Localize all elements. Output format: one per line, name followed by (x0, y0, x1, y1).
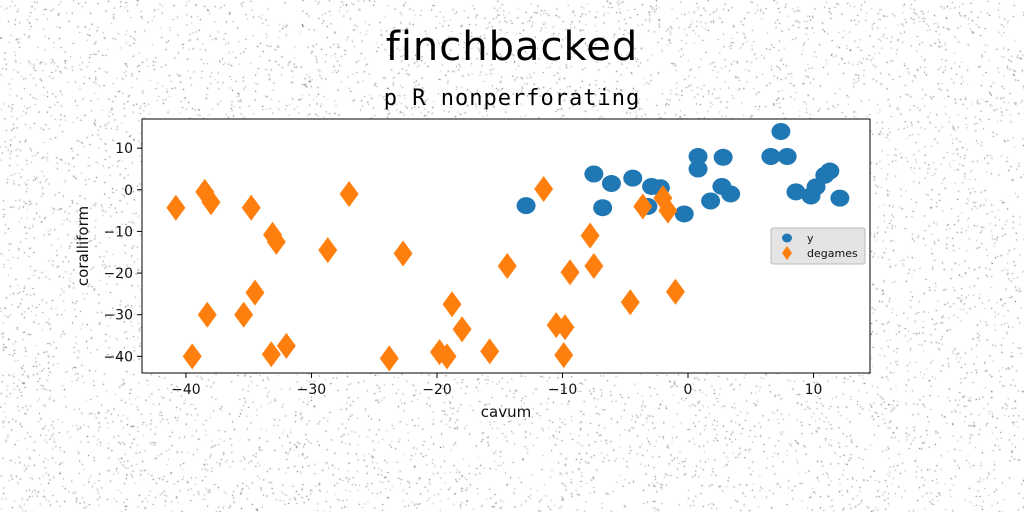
data-point (801, 187, 821, 205)
data-point (721, 185, 741, 203)
y-tick-label: 10 (115, 141, 133, 157)
data-point (234, 301, 254, 328)
data-point (554, 342, 574, 369)
series-degames (166, 175, 685, 372)
y-tick-label: 0 (124, 183, 133, 199)
legend: y degames (770, 227, 866, 265)
chart-title: finchbacked (385, 24, 639, 70)
plot-area (141, 118, 871, 374)
data-point (658, 197, 678, 224)
x-tick-label: −30 (297, 382, 327, 398)
y-tick-label: −40 (103, 349, 133, 365)
data-point (830, 189, 850, 207)
x-tick-label: −10 (548, 382, 578, 398)
data-point (480, 338, 500, 365)
data-point (555, 314, 575, 341)
y-axis-label: coralliform (74, 206, 92, 286)
x-tick-label: −40 (171, 382, 201, 398)
data-point (580, 222, 600, 249)
legend-marker (782, 246, 792, 260)
data-point (688, 160, 708, 178)
data-point (623, 169, 643, 187)
data-point (620, 289, 640, 316)
data-point (633, 193, 653, 220)
data-point (452, 316, 472, 343)
data-point (665, 278, 685, 305)
data-point (516, 197, 536, 215)
data-point (593, 199, 613, 217)
data-point (166, 194, 186, 221)
data-point (761, 147, 781, 165)
data-point (701, 192, 721, 210)
data-point (379, 345, 399, 372)
x-tick-label: −20 (422, 382, 452, 398)
data-point (777, 147, 797, 165)
data-point (584, 165, 604, 183)
data-point (601, 175, 621, 193)
y-tick-label: −20 (103, 266, 133, 282)
data-point (497, 252, 517, 279)
y-tick-label: −30 (103, 308, 133, 324)
legend-label: degames (807, 247, 858, 260)
data-point (713, 148, 733, 166)
data-point (182, 343, 202, 370)
x-tick-label: 0 (684, 382, 693, 398)
data-point (786, 183, 806, 201)
data-point (674, 205, 694, 223)
data-point (437, 343, 457, 370)
data-point (339, 180, 359, 207)
chart-subtitle: p R nonperforating (383, 86, 641, 111)
legend-box (770, 227, 866, 265)
data-point (771, 122, 791, 140)
data-point (534, 175, 554, 202)
data-point (261, 341, 281, 368)
data-point (197, 301, 217, 328)
data-point (642, 177, 662, 195)
x-axis-label: cavum (481, 403, 531, 421)
data-point (393, 240, 413, 267)
y-tick-label: −10 (103, 224, 133, 240)
data-point (584, 252, 604, 279)
x-tick-label: 10 (805, 382, 823, 398)
data-point (241, 194, 261, 221)
legend-label: y (807, 232, 814, 245)
data-point (688, 147, 708, 165)
legend-marker (782, 233, 792, 243)
data-point (201, 189, 221, 216)
data-point (276, 332, 296, 359)
data-point (442, 291, 462, 318)
data-point (560, 259, 580, 286)
data-point (318, 237, 338, 264)
data-point (245, 279, 265, 306)
data-point (266, 228, 286, 255)
